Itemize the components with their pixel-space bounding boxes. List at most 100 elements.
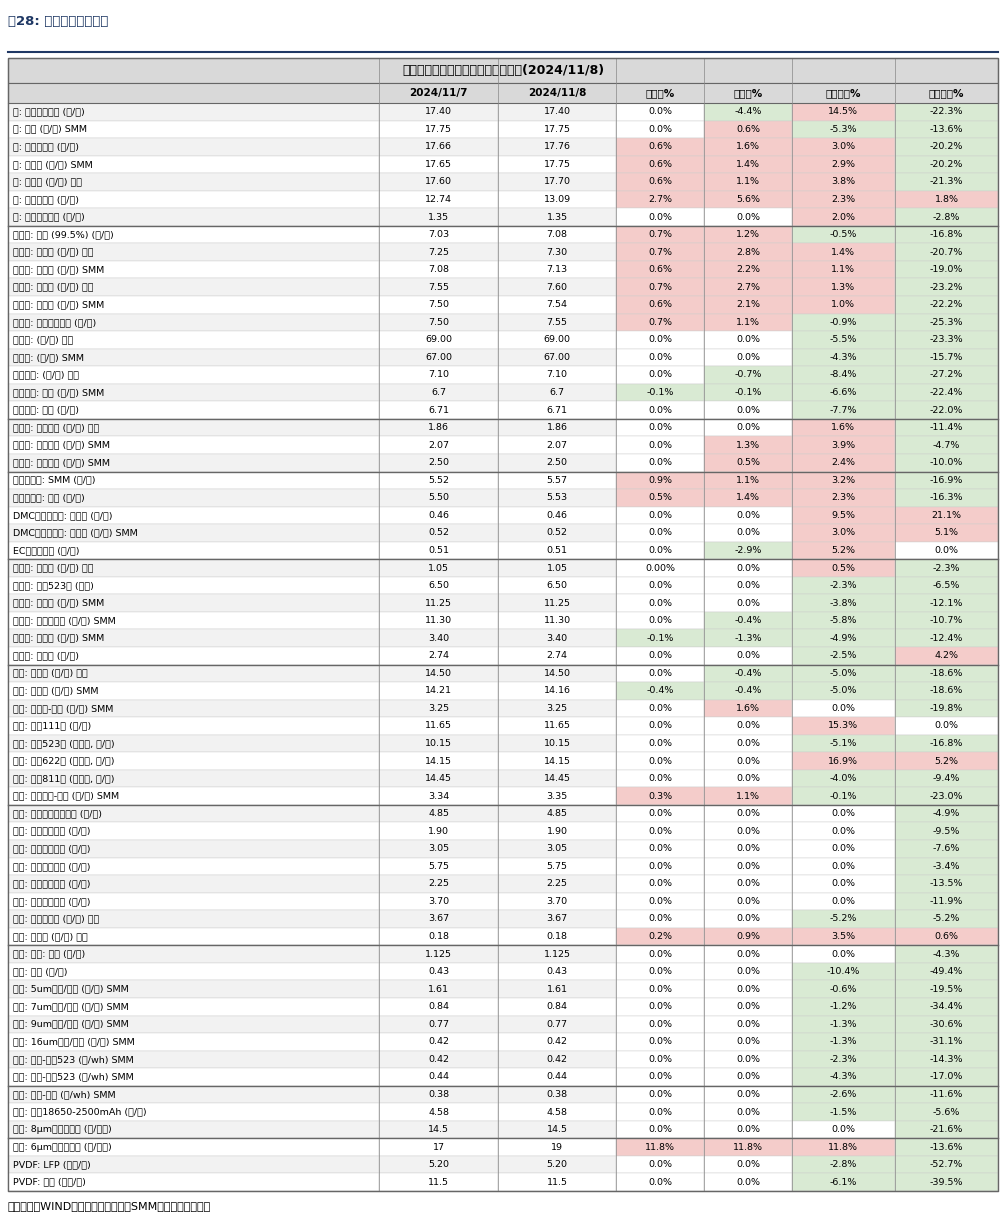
Bar xyxy=(617,314,704,331)
Text: 1.1%: 1.1% xyxy=(736,317,760,327)
Bar xyxy=(8,103,379,121)
Bar xyxy=(617,945,704,963)
Bar xyxy=(792,155,895,173)
Text: -39.5%: -39.5% xyxy=(930,1178,963,1187)
Text: 0.0%: 0.0% xyxy=(736,1002,760,1011)
Text: -5.2%: -5.2% xyxy=(830,915,857,923)
Text: 7.08: 7.08 xyxy=(546,230,567,239)
Bar xyxy=(617,1156,704,1173)
Bar xyxy=(895,1156,998,1173)
Text: 5.52: 5.52 xyxy=(428,476,449,485)
Text: -6.5%: -6.5% xyxy=(933,581,960,590)
Text: 电池: 软包-三元523 (元/wh) SMM: 电池: 软包-三元523 (元/wh) SMM xyxy=(13,1072,134,1082)
Bar xyxy=(895,155,998,173)
Bar xyxy=(8,752,379,769)
Text: -5.0%: -5.0% xyxy=(830,686,857,696)
Text: 0.0%: 0.0% xyxy=(736,651,760,661)
Text: 0.6%: 0.6% xyxy=(648,265,672,275)
Bar xyxy=(498,735,617,752)
Text: 1.0%: 1.0% xyxy=(831,300,855,309)
Text: 0.0%: 0.0% xyxy=(648,336,672,344)
Bar xyxy=(617,928,704,945)
Bar xyxy=(617,595,704,612)
Bar xyxy=(498,769,617,788)
Text: 3.25: 3.25 xyxy=(546,705,567,713)
Bar xyxy=(617,683,704,700)
Bar xyxy=(8,83,998,103)
Bar xyxy=(792,243,895,261)
Text: 负极: 人造石墨高端动力 (万/吨): 负极: 人造石墨高端动力 (万/吨) xyxy=(13,810,102,818)
Text: 7.13: 7.13 xyxy=(546,265,567,275)
Text: 0.44: 0.44 xyxy=(546,1072,567,1082)
Bar xyxy=(379,752,498,769)
Text: 0.0%: 0.0% xyxy=(648,1020,672,1029)
Bar xyxy=(379,278,498,295)
Text: 1.4%: 1.4% xyxy=(736,493,760,502)
Text: 0.0%: 0.0% xyxy=(648,1002,672,1011)
Bar xyxy=(617,383,704,402)
Bar xyxy=(617,331,704,349)
Text: -21.3%: -21.3% xyxy=(930,177,963,187)
Bar xyxy=(617,647,704,664)
Text: -0.1%: -0.1% xyxy=(830,791,857,801)
Bar xyxy=(379,595,498,612)
Bar xyxy=(498,278,617,295)
Text: 0.0%: 0.0% xyxy=(648,1072,672,1082)
Text: 17.40: 17.40 xyxy=(543,107,570,116)
Text: 14.5: 14.5 xyxy=(546,1125,567,1134)
Bar xyxy=(379,788,498,805)
Text: 17.75: 17.75 xyxy=(426,125,452,134)
Bar xyxy=(792,436,895,454)
Text: 7.55: 7.55 xyxy=(428,283,449,292)
Text: 0.0%: 0.0% xyxy=(648,405,672,415)
Bar xyxy=(379,1016,498,1033)
Bar xyxy=(895,1121,998,1138)
Bar xyxy=(895,788,998,805)
Bar xyxy=(704,752,792,769)
Bar xyxy=(498,928,617,945)
Text: 0.18: 0.18 xyxy=(546,932,567,941)
Text: 3.0%: 3.0% xyxy=(831,529,855,537)
Bar xyxy=(704,998,792,1016)
Text: 0.18: 0.18 xyxy=(428,932,449,941)
Bar xyxy=(704,769,792,788)
Bar xyxy=(498,261,617,278)
Bar xyxy=(704,893,792,910)
Bar xyxy=(379,490,498,507)
Text: 0.42: 0.42 xyxy=(428,1038,449,1046)
Bar xyxy=(704,173,792,190)
Text: 12.74: 12.74 xyxy=(426,195,452,204)
Bar xyxy=(792,752,895,769)
Text: 3.40: 3.40 xyxy=(546,634,567,642)
Text: 21.1%: 21.1% xyxy=(932,510,962,520)
Bar xyxy=(8,893,379,910)
Text: 1.86: 1.86 xyxy=(428,424,449,432)
Bar xyxy=(379,454,498,471)
Text: 0.0%: 0.0% xyxy=(648,1160,672,1170)
Text: -0.1%: -0.1% xyxy=(734,388,762,397)
Bar xyxy=(617,1138,704,1156)
Text: -1.5%: -1.5% xyxy=(830,1107,857,1116)
Bar xyxy=(379,945,498,963)
Bar xyxy=(379,209,498,226)
Bar xyxy=(895,945,998,963)
Text: -5.8%: -5.8% xyxy=(830,617,857,625)
Bar xyxy=(704,471,792,490)
Bar xyxy=(895,1173,998,1190)
Text: 3.9%: 3.9% xyxy=(831,441,855,449)
Bar xyxy=(704,278,792,295)
Text: 5.1%: 5.1% xyxy=(935,529,959,537)
Bar xyxy=(379,383,498,402)
Bar xyxy=(895,998,998,1016)
Bar xyxy=(498,647,617,664)
Text: 3.70: 3.70 xyxy=(428,897,449,906)
Text: 周环比%: 周环比% xyxy=(733,88,763,98)
Text: 0.0%: 0.0% xyxy=(648,1125,672,1134)
Bar xyxy=(704,945,792,963)
Text: 0.0%: 0.0% xyxy=(648,441,672,449)
Text: -5.5%: -5.5% xyxy=(830,336,857,344)
Text: 16.9%: 16.9% xyxy=(828,757,858,766)
Bar xyxy=(498,1016,617,1033)
Text: 2.1%: 2.1% xyxy=(736,300,760,309)
Text: 14.50: 14.50 xyxy=(426,669,452,678)
